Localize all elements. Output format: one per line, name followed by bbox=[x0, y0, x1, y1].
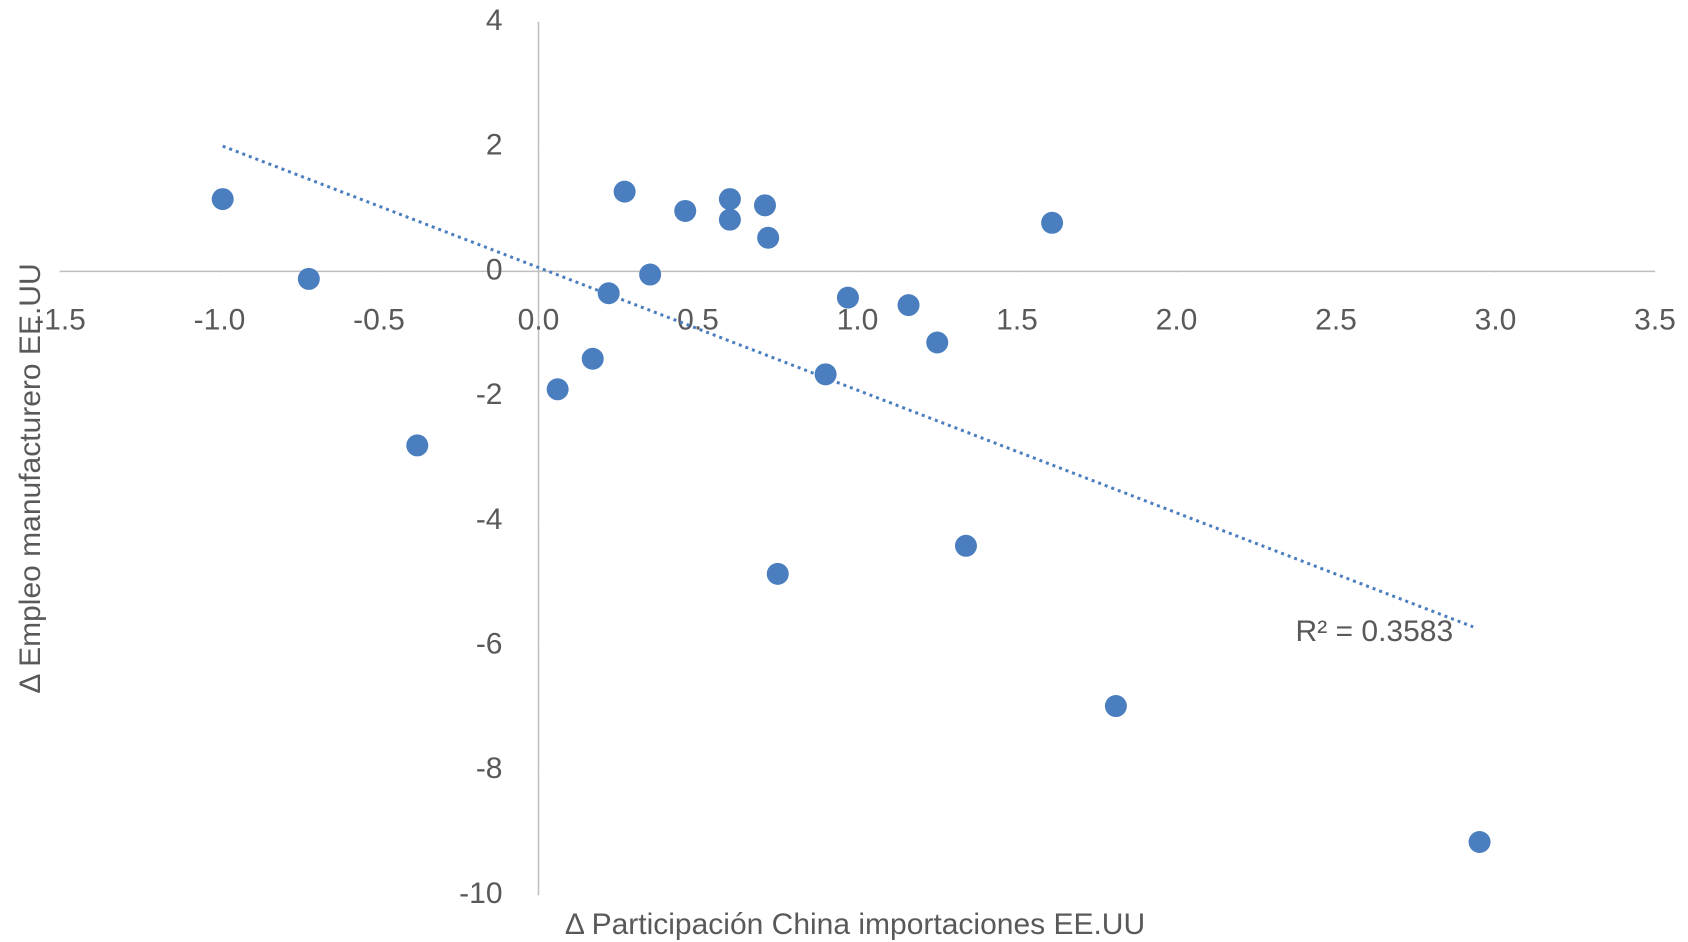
point bbox=[718, 188, 741, 211]
point bbox=[613, 180, 636, 203]
point bbox=[718, 208, 741, 231]
x-tick-label: 0.0 bbox=[518, 303, 560, 336]
x-tick-label: 3.0 bbox=[1475, 303, 1517, 336]
point bbox=[897, 294, 920, 317]
x-axis-title: Δ Participación China importaciones EE.U… bbox=[565, 908, 1145, 941]
point bbox=[674, 199, 697, 222]
x-tick-label: 3.5 bbox=[1634, 303, 1676, 336]
r-squared-label: R² = 0.3583 bbox=[1296, 615, 1454, 648]
point bbox=[954, 534, 977, 557]
y-tick-label: 2 bbox=[486, 129, 503, 162]
y-axis-title: Δ Empleo manufacturero EE.UU bbox=[14, 263, 47, 693]
point bbox=[766, 562, 789, 585]
x-tick-label: -0.5 bbox=[353, 303, 405, 336]
y-tick-label: 0 bbox=[486, 253, 503, 286]
y-tick-label: 4 bbox=[486, 4, 503, 37]
point bbox=[1468, 830, 1491, 853]
point bbox=[1104, 695, 1127, 718]
point bbox=[926, 331, 949, 354]
x-tick-label: -1.0 bbox=[194, 303, 246, 336]
point bbox=[814, 363, 837, 386]
y-tick-label: -8 bbox=[476, 752, 503, 785]
x-tick-label: 1.0 bbox=[837, 303, 879, 336]
point bbox=[753, 194, 776, 217]
point bbox=[297, 267, 320, 290]
point bbox=[597, 282, 620, 305]
x-tick-label: 0.5 bbox=[677, 303, 719, 336]
x-tick-label: 2.5 bbox=[1315, 303, 1357, 336]
point bbox=[406, 434, 429, 457]
y-tick-label: -10 bbox=[459, 877, 502, 910]
trendline bbox=[222, 144, 1474, 629]
point bbox=[836, 286, 859, 309]
point bbox=[546, 378, 569, 401]
y-tick-label: -2 bbox=[476, 378, 503, 411]
point bbox=[639, 263, 662, 286]
y-tick-label: -6 bbox=[476, 627, 503, 660]
x-tick-label: 1.5 bbox=[996, 303, 1038, 336]
point bbox=[211, 188, 234, 211]
y-tick-label: -4 bbox=[476, 503, 503, 536]
point bbox=[1041, 211, 1064, 234]
point bbox=[581, 347, 604, 370]
point bbox=[757, 226, 780, 249]
x-tick-label: 2.0 bbox=[1156, 303, 1198, 336]
x-tick-label: -1.5 bbox=[34, 303, 86, 336]
